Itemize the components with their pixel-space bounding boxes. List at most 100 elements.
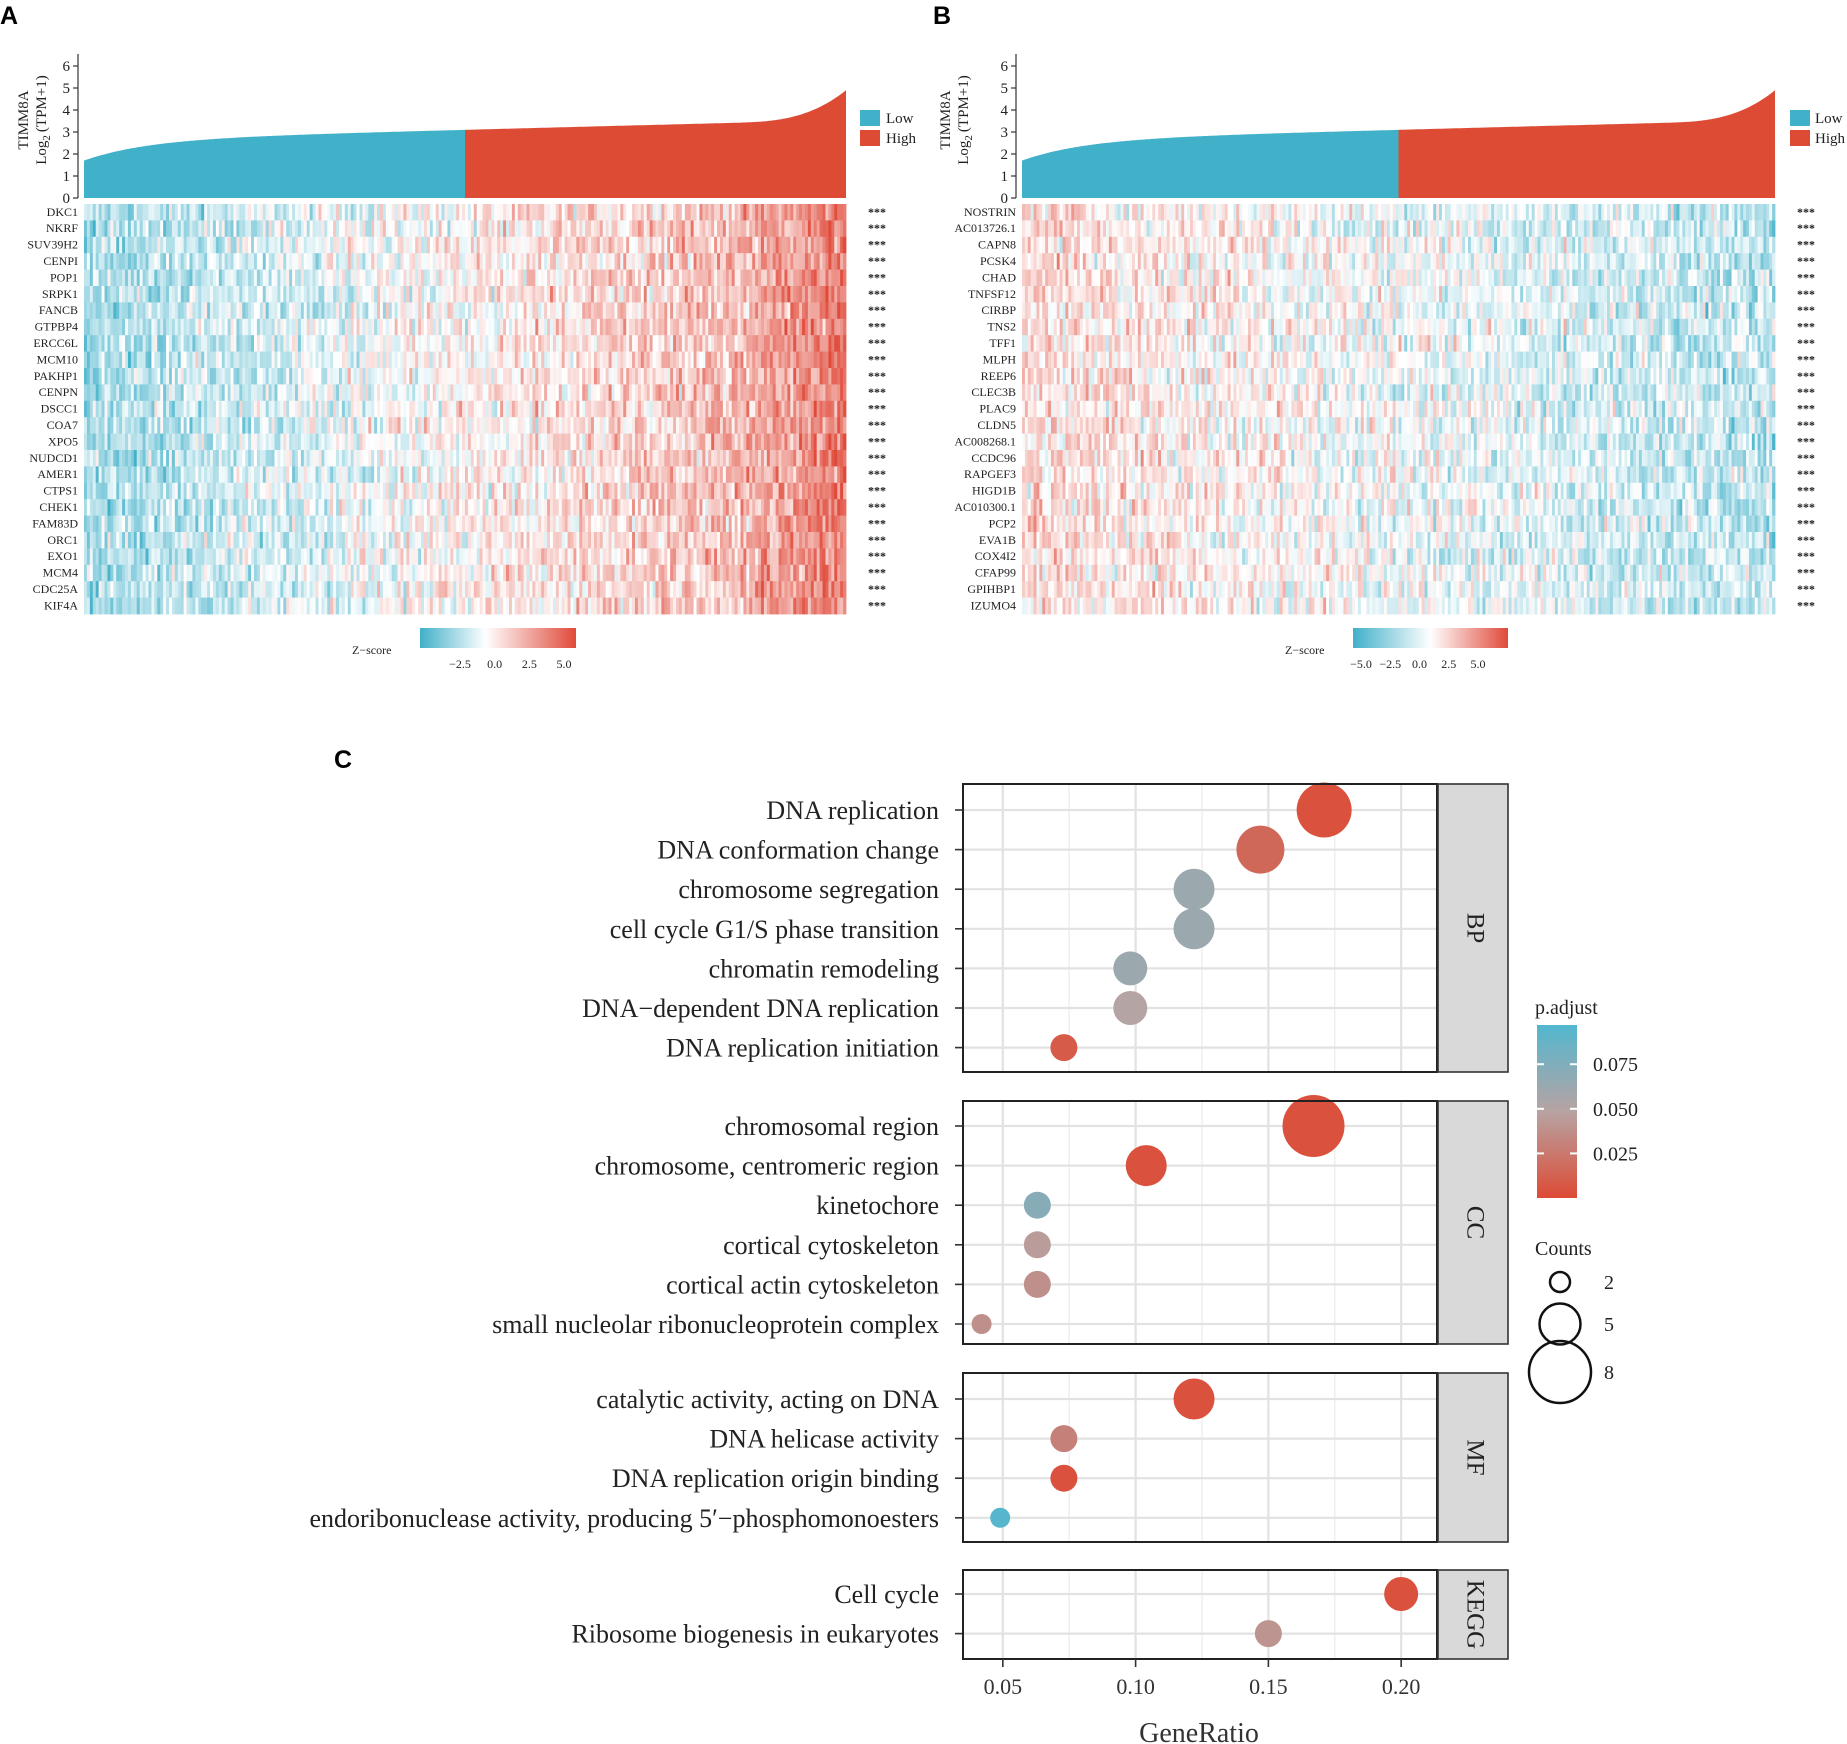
heatmap-cell xyxy=(614,499,618,516)
heatmap-cell xyxy=(473,417,478,434)
heatmap-cell xyxy=(617,318,621,336)
heatmap-cell xyxy=(315,384,319,402)
heatmap-cell xyxy=(292,236,296,254)
heatmap-cell xyxy=(634,286,639,303)
heatmap-cell xyxy=(535,302,539,320)
heatmap-cell xyxy=(145,286,149,303)
heatmap-cell xyxy=(532,400,536,418)
heatmap-cell xyxy=(312,482,316,500)
heatmap-cell xyxy=(714,466,718,484)
heatmap-cell xyxy=(406,433,410,451)
heatmap-cell xyxy=(412,318,416,336)
heatmap-cell xyxy=(239,204,243,221)
heatmap-cell xyxy=(116,286,120,303)
heatmap-cell xyxy=(702,433,706,451)
heatmap-cell xyxy=(359,450,363,467)
heatmap-cell xyxy=(526,466,530,484)
heatmap-cell xyxy=(593,433,598,451)
heatmap-cell xyxy=(684,368,689,385)
heatmap-cell xyxy=(426,351,431,369)
heatmap-cell xyxy=(268,335,272,352)
heatmap-cell xyxy=(207,499,211,516)
heatmap-cell xyxy=(573,302,577,320)
heatmap-cell xyxy=(547,351,551,369)
heatmap-cell xyxy=(136,204,141,221)
heatmap-cell xyxy=(728,433,733,451)
heatmap-cell xyxy=(693,335,697,352)
heatmap-cell xyxy=(394,466,398,484)
heatmap-cell xyxy=(711,384,715,402)
heatmap-cell xyxy=(210,499,214,516)
heatmap-cell xyxy=(588,450,592,467)
heatmap-cell xyxy=(303,318,308,336)
heatmap-cell xyxy=(198,253,202,270)
heatmap-cell xyxy=(92,515,97,533)
heatmap-cell xyxy=(409,384,413,402)
heatmap-cell xyxy=(256,318,261,336)
heatmap-cell xyxy=(280,204,284,221)
heatmap-cell xyxy=(380,384,384,402)
heatmap-cell xyxy=(497,450,501,467)
heatmap-cell xyxy=(755,499,759,516)
heatmap-cell xyxy=(769,433,774,451)
heatmap-cell xyxy=(136,269,141,287)
heatmap-cell xyxy=(799,318,803,336)
heatmap-cell xyxy=(174,400,179,418)
heatmap-cell xyxy=(353,482,357,500)
heatmap-cell xyxy=(344,499,349,516)
heatmap-cell xyxy=(617,400,621,418)
heatmap-cell xyxy=(467,417,472,434)
heatmap-cell xyxy=(479,400,483,418)
heatmap-cell xyxy=(183,417,187,434)
heatmap-cell xyxy=(573,204,577,221)
heatmap-cell xyxy=(277,368,281,385)
heatmap-cell xyxy=(89,384,94,402)
heatmap-cell xyxy=(350,335,355,352)
heatmap-cell xyxy=(309,236,313,254)
heatmap-cell xyxy=(843,384,847,402)
heatmap-cell xyxy=(467,368,472,385)
heatmap-cell xyxy=(538,450,542,467)
heatmap-cell xyxy=(341,335,346,352)
heatmap-cell xyxy=(183,499,187,516)
heatmap-cell xyxy=(236,400,240,418)
heatmap-cell xyxy=(772,482,777,500)
heatmap-cell xyxy=(479,466,483,484)
heatmap-cell xyxy=(166,499,170,516)
heatmap-cell xyxy=(423,433,428,451)
heatmap-cell xyxy=(722,269,727,287)
heatmap-cell xyxy=(397,204,401,221)
heatmap-cell xyxy=(227,220,231,238)
heatmap-cell xyxy=(670,499,674,516)
heatmap-cell xyxy=(286,450,290,467)
heatmap-cell xyxy=(412,384,416,402)
heatmap-cell xyxy=(702,220,706,238)
heatmap-cell xyxy=(699,450,703,467)
heatmap-cell xyxy=(793,417,797,434)
heatmap-cell xyxy=(385,335,390,352)
heatmap-cell xyxy=(101,466,105,484)
heatmap-cell xyxy=(198,302,202,320)
heatmap-cell xyxy=(388,236,393,254)
heatmap-cell xyxy=(224,220,229,238)
heatmap-cell xyxy=(303,450,308,467)
heatmap-cell xyxy=(412,417,416,434)
heatmap-cell xyxy=(711,368,715,385)
heatmap-cell xyxy=(259,302,264,320)
heatmap-cell xyxy=(585,499,589,516)
heatmap-cell xyxy=(221,482,226,500)
heatmap-cell xyxy=(802,499,806,516)
heatmap-cell xyxy=(781,204,785,221)
heatmap-cell xyxy=(421,400,425,418)
heatmap-cell xyxy=(673,335,677,352)
heatmap-cell xyxy=(385,204,390,221)
bar-ytick-label: 4 xyxy=(63,103,71,119)
heatmap-cell xyxy=(365,269,369,287)
heatmap-cell xyxy=(479,351,483,369)
heatmap-cell xyxy=(277,286,281,303)
heatmap-cell xyxy=(186,302,190,320)
heatmap-cell xyxy=(385,351,390,369)
heatmap-cell xyxy=(570,204,574,221)
heatmap-cell xyxy=(201,433,205,451)
heatmap-cell xyxy=(86,220,91,238)
